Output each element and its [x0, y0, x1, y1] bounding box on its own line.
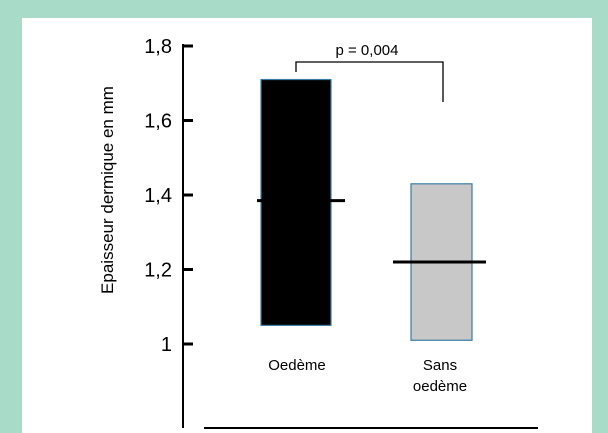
- y-tick-label: 1,4: [144, 185, 172, 207]
- bar-1: [260, 78, 332, 326]
- y-axis-label: Epaisseur dermique en mm: [98, 86, 117, 294]
- category-label: Oedème: [268, 357, 326, 374]
- significance-bracket: [295, 61, 444, 102]
- category-label: oedème: [413, 378, 467, 395]
- y-tick-label: 1,2: [144, 260, 172, 282]
- y-tick-label: 1,8: [144, 36, 172, 58]
- y-tick-label: 1,6: [144, 111, 172, 133]
- p-value-annotation: p = 0,004: [336, 42, 399, 59]
- y-tick-label: 1: [161, 334, 172, 356]
- category-label: Sans: [423, 357, 457, 374]
